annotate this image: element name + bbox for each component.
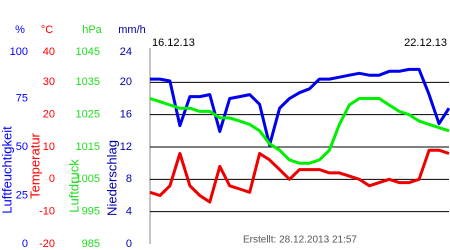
y-tick-label: 12	[120, 141, 132, 153]
y-tick-label: 1005	[76, 173, 100, 185]
y-tick-label: 24	[120, 46, 132, 58]
x-end-label: 22.12.13	[404, 37, 447, 49]
y-tick-label: 0	[22, 238, 28, 250]
y-tick-label: 16	[120, 109, 132, 121]
y-tick-label: 20	[120, 76, 132, 88]
y-tick-label: 0	[49, 173, 55, 185]
y-tick-label: 20	[43, 109, 55, 121]
y-tick-label: 8	[126, 173, 132, 185]
series-line	[150, 67, 450, 147]
footer: Erstellt: 28.12.2013 21:57	[243, 235, 357, 246]
y-tick-label: 75	[16, 92, 28, 104]
y-tick-label: 1025	[76, 109, 100, 121]
axis-unit: °C	[41, 24, 53, 36]
y-tick-label: 10	[43, 141, 55, 153]
y-tick-label: 995	[82, 206, 100, 218]
axis-title: Temperatur	[27, 132, 42, 198]
y-tick-label: -10	[39, 206, 55, 218]
x-start-label: 16.12.13	[152, 37, 195, 49]
y-tick-label: 25	[16, 189, 28, 201]
axis-unit: hPa	[82, 24, 102, 36]
y-tick-label: -20	[39, 238, 55, 250]
y-tick-label: 0	[126, 238, 132, 250]
y-tick-label: 50	[16, 141, 28, 153]
axis-unit: %	[15, 24, 25, 36]
y-tick-label: 40	[43, 46, 55, 58]
y-tick-label: 985	[82, 238, 100, 250]
series-line	[149, 148, 450, 204]
axis-unit: mm/h	[118, 24, 146, 36]
y-tick-label: 1035	[76, 76, 100, 88]
axis-title: Niederschlag	[104, 140, 119, 216]
y-tick-label: 1045	[76, 46, 100, 58]
axis-title: Luftdruck	[66, 159, 81, 213]
y-tick-label: 4	[126, 206, 132, 218]
y-tick-label: 100	[10, 46, 28, 58]
series-line	[149, 97, 450, 165]
axis-title: Luftfeuchtigkeit	[0, 126, 14, 214]
y-tick-label: 30	[43, 76, 55, 88]
y-tick-label: 1015	[76, 141, 100, 153]
